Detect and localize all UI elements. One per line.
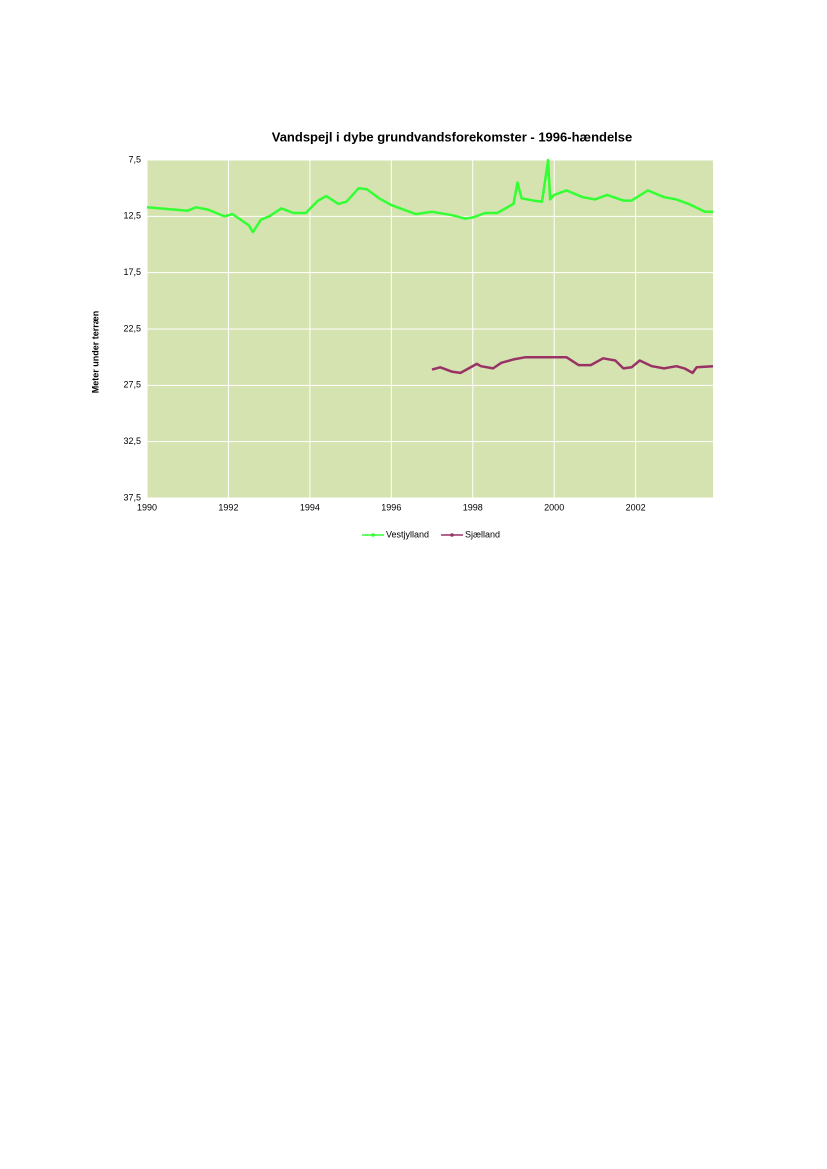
legend-marker [450, 533, 454, 537]
x-tick-label: 1994 [300, 502, 320, 512]
x-tick-label: 1998 [463, 502, 483, 512]
y-tick-label: 7,5 [128, 154, 141, 164]
x-tick-label: 2000 [544, 502, 564, 512]
y-axis-title: Meter under terræn [90, 311, 100, 394]
y-tick-label: 12,5 [123, 211, 141, 221]
x-tick-label: 1996 [381, 502, 401, 512]
legend-label: Sjælland [465, 529, 500, 539]
chart-title: Vandspejl i dybe grundvandsforekomster -… [272, 129, 633, 144]
y-tick-label: 27,5 [123, 380, 141, 390]
y-tick-label: 22,5 [123, 323, 141, 333]
y-tick-label: 37,5 [123, 492, 141, 502]
y-tick-label: 32,5 [123, 436, 141, 446]
data-line [146, 158, 713, 234]
x-tick-label: 2002 [626, 502, 646, 512]
x-tick-label: 1990 [137, 502, 157, 512]
legend-marker [371, 533, 375, 537]
data-line [431, 355, 714, 375]
y-tick-label: 17,5 [123, 267, 141, 277]
legend-label: Vestjylland [386, 529, 429, 539]
x-tick-label: 1992 [218, 502, 238, 512]
